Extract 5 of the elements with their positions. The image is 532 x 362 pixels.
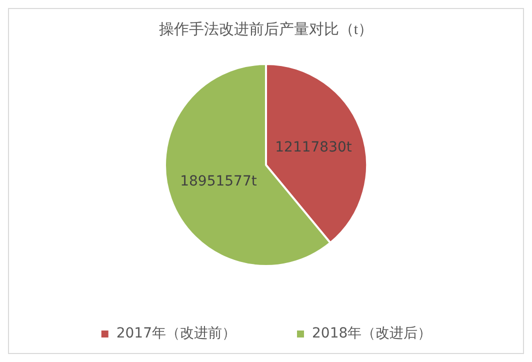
legend-label: 2018年（改进后） bbox=[312, 326, 432, 342]
chart-title: 操作手法改进前后产量对比（t） bbox=[158, 20, 374, 38]
data-label: 18951577t bbox=[180, 174, 258, 190]
data-label: 12117830t bbox=[275, 140, 352, 156]
legend-label: 2017年（改进前） bbox=[116, 326, 236, 342]
